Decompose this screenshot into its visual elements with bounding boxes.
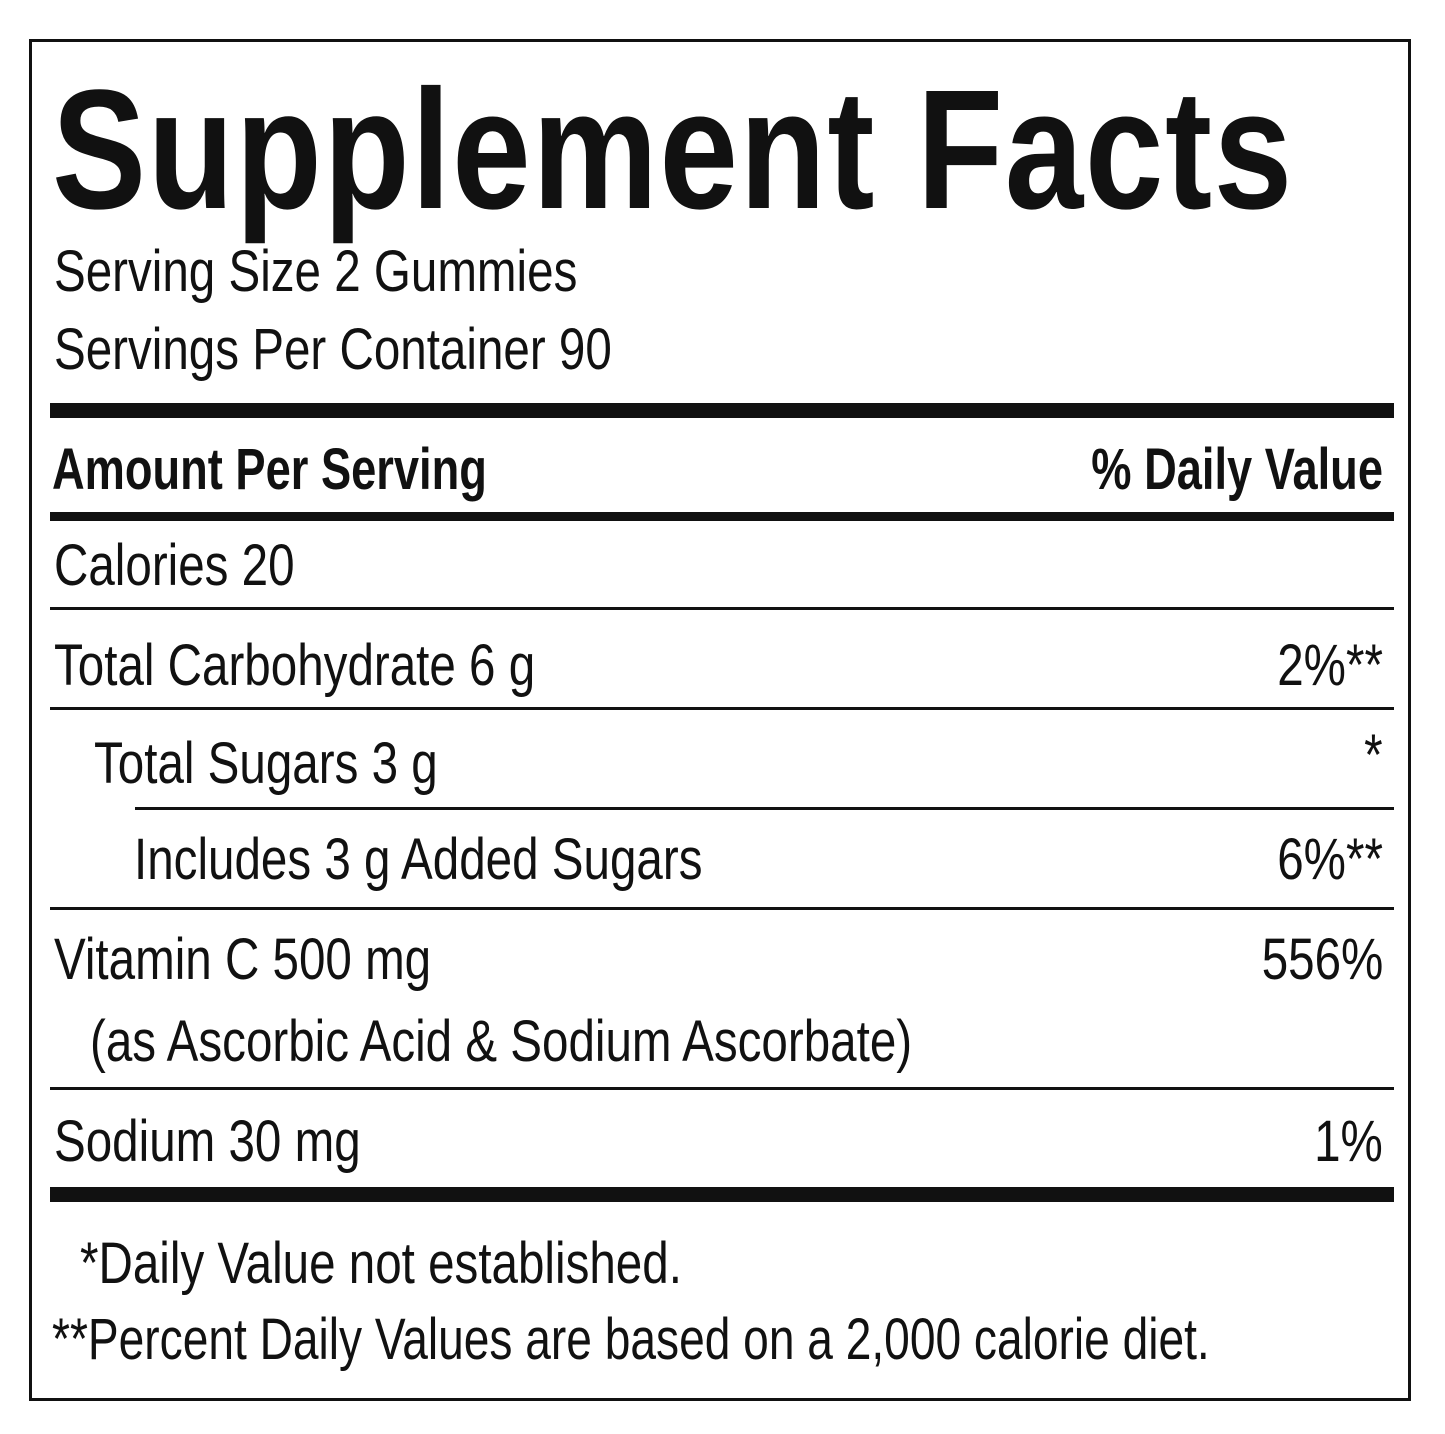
divider	[50, 607, 1394, 610]
title: Supplement Facts	[52, 55, 1294, 245]
vitamin-c-source: (as Ascorbic Acid & Sodium Ascorbate)	[90, 1009, 913, 1074]
divider	[50, 707, 1394, 710]
vitamin-c-dv: 556%	[1261, 927, 1383, 992]
sodium-dv: 1%	[1314, 1109, 1383, 1174]
footnote-daily-value: *Daily Value not established.	[80, 1231, 682, 1296]
footnote-percent-daily: **Percent Daily Values are based on a 2,…	[52, 1307, 1210, 1372]
total-sugars-row: Total Sugars 3 g	[94, 731, 438, 796]
amount-per-serving-header: Amount Per Serving	[52, 437, 487, 502]
vitamin-c-row: Vitamin C 500 mg	[54, 927, 432, 992]
divider	[50, 907, 1394, 910]
calories-row: Calories 20	[54, 533, 295, 598]
medium-divider	[50, 512, 1394, 521]
sodium-row: Sodium 30 mg	[54, 1109, 361, 1174]
thick-divider	[50, 1187, 1394, 1202]
serving-size: Serving Size 2 Gummies	[54, 239, 578, 304]
added-sugars-row: Includes 3 g Added Sugars	[134, 827, 703, 892]
label-border	[29, 39, 1411, 1401]
daily-value-header: % Daily Value	[1091, 437, 1383, 502]
thick-divider	[50, 403, 1394, 418]
servings-per-container: Servings Per Container 90	[54, 317, 612, 382]
total-carbohydrate-row: Total Carbohydrate 6 g	[54, 633, 536, 698]
added-sugars-dv: 6%**	[1277, 827, 1383, 892]
total-carbohydrate-dv: 2%**	[1277, 633, 1383, 698]
divider	[135, 807, 1394, 810]
total-sugars-dv: *	[1364, 723, 1383, 788]
divider	[50, 1087, 1394, 1090]
